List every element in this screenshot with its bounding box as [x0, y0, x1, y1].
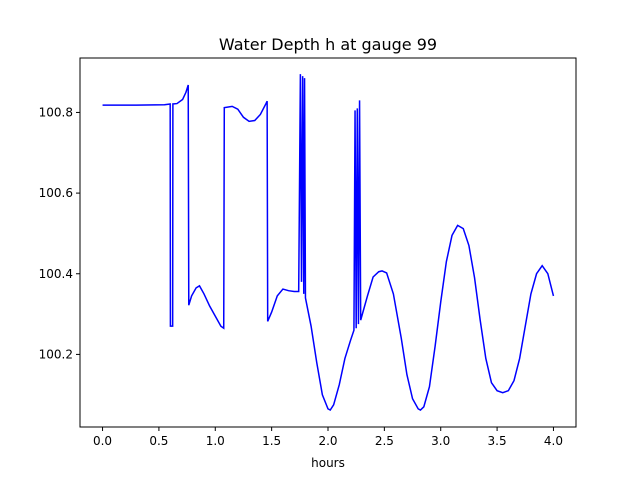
x-tick-label: 0.0	[93, 434, 112, 448]
x-axis-label: hours	[311, 456, 345, 470]
y-tick-label: 100.2	[39, 347, 73, 361]
plot-frame	[79, 57, 577, 428]
y-tick-label: 100.6	[39, 186, 73, 200]
x-tick-label: 1.0	[206, 434, 225, 448]
x-tick-label: 2.5	[375, 434, 394, 448]
y-axis: 100.2 100.4 100.6 100.8	[39, 105, 80, 361]
x-tick-label: 2.0	[318, 434, 337, 448]
chart-title: Water Depth h at gauge 99	[219, 35, 437, 54]
plot-area	[79, 57, 577, 428]
series-line	[102, 74, 555, 412]
x-axis: 0.0 0.5 1.0 1.5 2.0 2.5 3.0 3.5 4.0	[93, 427, 563, 448]
x-tick-label: 1.5	[262, 434, 281, 448]
x-tick-label: 3.0	[431, 434, 450, 448]
y-tick-label: 100.8	[39, 105, 73, 119]
x-tick-label: 0.5	[149, 434, 168, 448]
x-tick-label: 3.5	[488, 434, 507, 448]
y-tick-label: 100.4	[39, 267, 73, 281]
x-tick-label: 4.0	[544, 434, 563, 448]
